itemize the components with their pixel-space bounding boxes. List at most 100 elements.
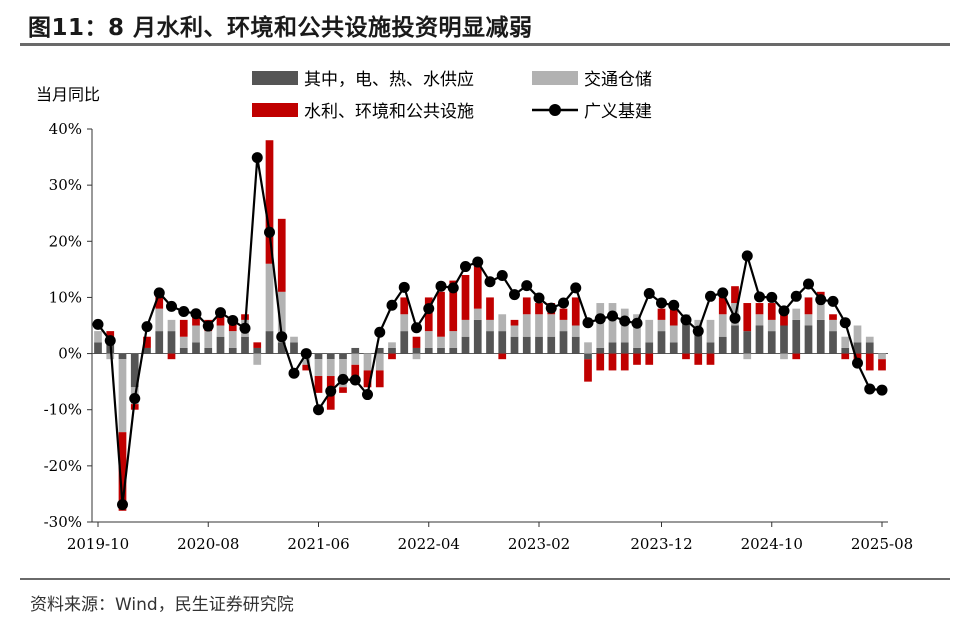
line-marker [668,299,680,311]
bar-segment [522,336,531,354]
bar-segment [179,336,188,348]
x-tick-label: 2024-10 [741,535,803,553]
bar-segment [767,331,776,354]
bar-segment [179,347,188,354]
bar-segment [265,331,274,354]
bar-segment [400,297,409,315]
line-marker [215,307,226,319]
bar-segment [424,347,433,354]
bar-segment [682,353,690,360]
x-tick-label: 2021-06 [287,535,349,553]
bar-segment [535,314,543,337]
line-marker [300,348,312,360]
bar-segment [339,387,347,393]
line-marker [484,276,496,288]
y-tick-label: -10% [44,401,82,419]
y-tick-label: 20% [49,232,82,250]
line-marker [521,280,533,292]
x-tick-label: 2019-10 [67,535,129,553]
bar-segment [559,331,568,354]
bar-segment [400,331,409,354]
bar-segment [277,218,286,292]
bar-segment [290,336,298,343]
bar-segment [547,336,556,354]
bar-segment [314,359,323,377]
bar-segment [841,336,850,348]
bar-segment [804,314,813,326]
bar-segment [449,280,458,332]
bar-segment [804,325,813,354]
bar-segment [743,331,752,354]
bar-segment [216,325,225,337]
bar-segment [241,336,249,354]
bar-segment [706,319,715,343]
bar-segment [167,353,176,360]
bar-segment [669,303,678,326]
bar-segment [865,336,874,343]
x-tick-label: 2023-12 [630,535,692,553]
bar-segment [657,331,666,354]
line-marker [790,290,802,302]
bar-segment [755,303,764,315]
line-marker [153,287,165,299]
y-axis-label: 当月同比 [36,85,100,104]
bar-segment [265,263,274,332]
bar-segment [94,331,102,343]
bar-segment [571,325,580,337]
bar-segment [620,342,629,354]
line-marker [166,300,177,312]
line-marker [619,315,631,327]
bar-segment [461,336,470,354]
bar-segment [498,314,507,332]
bar-segment [694,319,703,332]
bar-segment [486,331,494,354]
bar-segment [547,314,556,337]
line-marker [460,261,471,273]
line-marker [374,326,386,338]
bar-segment [179,319,188,337]
bar-segment [522,297,531,315]
bar-segment [302,364,311,371]
line-marker [778,305,790,317]
line-marker [349,374,361,386]
legend-swatch [252,71,298,85]
x-tick-label: 2020-08 [177,535,239,553]
bar-segment [216,336,225,354]
bar-segment [878,359,886,371]
legend-swatch [252,103,298,117]
bar-segment [829,319,837,332]
line-marker [202,320,214,332]
legend-label: 其中，电、热、水供应 [304,70,474,90]
bar-segment [486,319,494,332]
bar-segment [155,331,164,354]
bar-segment [412,353,421,360]
bar-segment [326,353,335,360]
bar-segment [596,303,605,348]
bar-segment [510,319,519,326]
line-marker [423,303,435,315]
bar-segment [339,353,347,360]
bar-segment [510,336,519,354]
line-marker [558,297,569,309]
bar-segment [596,347,605,354]
line-marker [92,318,104,330]
line-marker [827,295,839,307]
line-marker [680,314,692,326]
bar-segment [522,314,531,337]
bar-segment [449,347,458,354]
bar-segment [706,353,715,365]
bar-segment [228,331,237,348]
bar-segment [339,359,347,388]
bar-segment [792,308,801,320]
bar-segment [853,325,862,343]
line-marker [839,317,851,329]
bar-segment [816,303,825,320]
bar-segment [192,314,200,326]
line-marker [815,294,827,306]
bar-segment [633,314,641,348]
bar-segment [718,314,727,337]
bar-segment [608,303,617,343]
bar-segment [559,308,568,320]
source-note: 资料来源：Wind，民生证券研究院 [30,595,294,615]
bar-segment [167,331,176,354]
